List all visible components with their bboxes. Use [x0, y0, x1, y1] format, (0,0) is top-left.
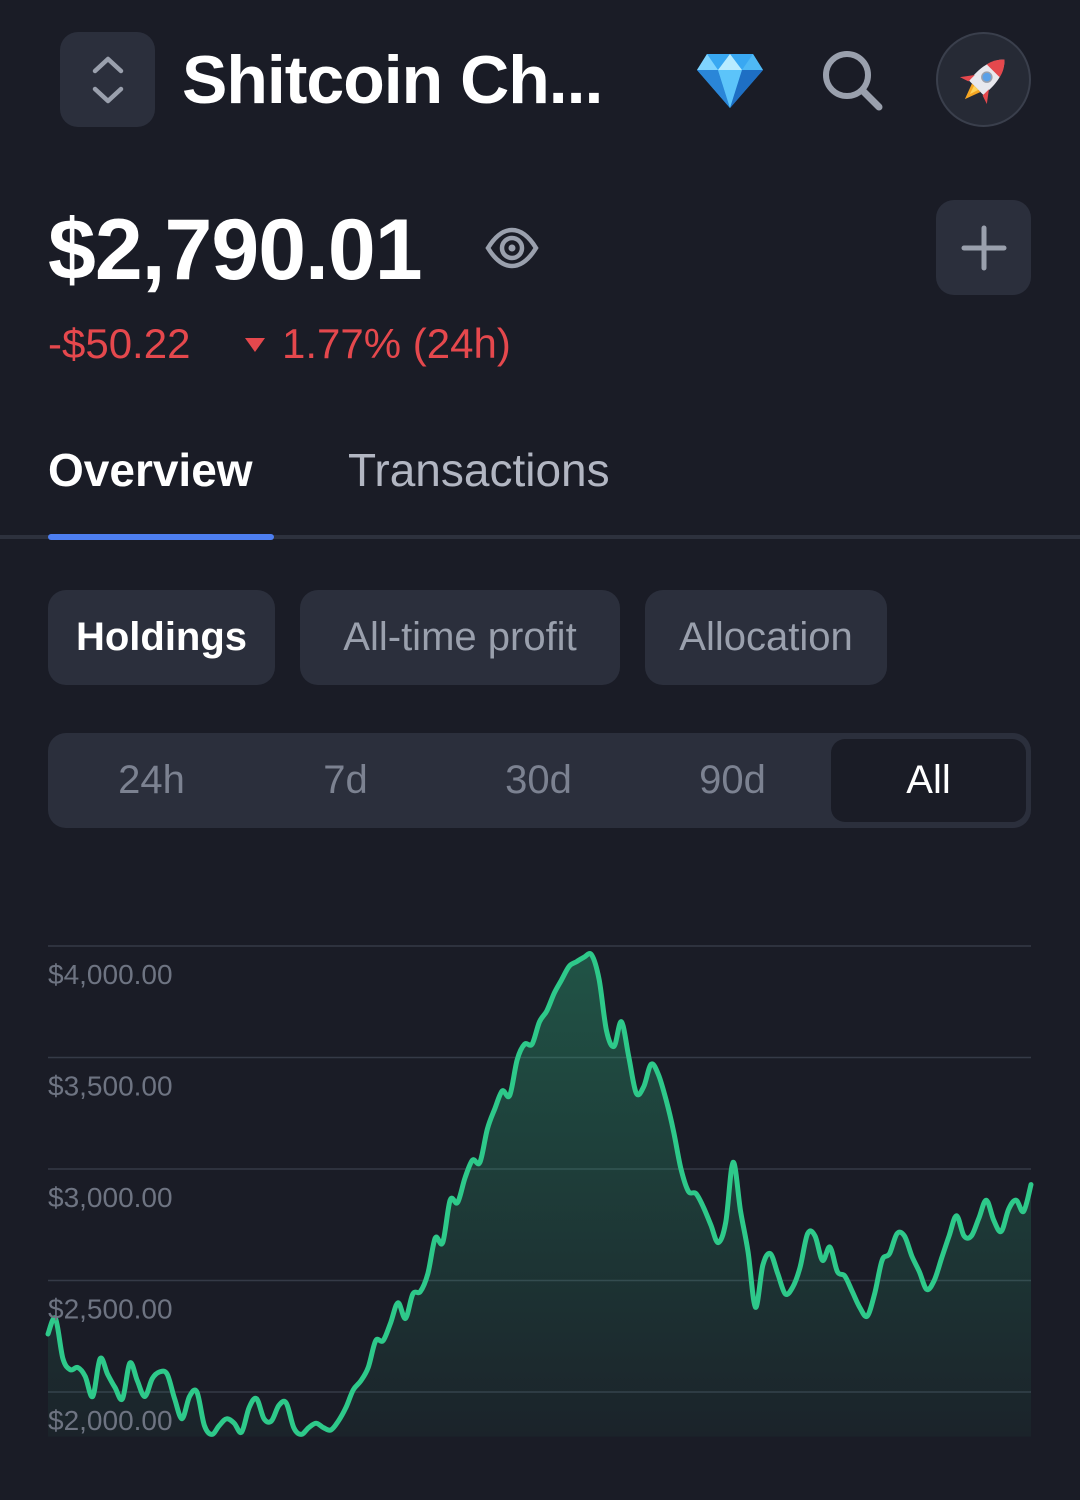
portfolio-title[interactable]: Shitcoin Ch... — [182, 42, 603, 118]
triangle-down-icon — [245, 338, 265, 352]
portfolio-balance: $2,790.01 — [48, 202, 423, 298]
tab-transactions[interactable]: Transactions — [348, 444, 610, 496]
chevron-up-down-icon — [92, 56, 123, 103]
plus-icon — [961, 225, 1006, 270]
range-24h[interactable]: 24h — [118, 758, 185, 802]
holdings-line — [45, 951, 1034, 1437]
add-transaction-button[interactable] — [936, 200, 1031, 295]
y-tick-label: $3,500.00 — [48, 1071, 173, 1102]
time-range-selector: 24h 7d 30d 90d All — [48, 733, 1031, 828]
y-tick-label: $3,000.00 — [48, 1182, 173, 1213]
holdings-area — [48, 953, 1031, 1437]
chip-allocation[interactable]: Allocation — [645, 590, 887, 685]
range-7d[interactable]: 7d — [323, 758, 368, 802]
avatar[interactable] — [936, 32, 1031, 127]
tab-active-indicator — [48, 534, 274, 540]
y-tick-label: $2,000.00 — [48, 1405, 173, 1436]
y-tick-label: $4,000.00 — [48, 959, 173, 990]
range-90d[interactable]: 90d — [699, 758, 766, 802]
diamond-icon[interactable] — [690, 45, 770, 115]
chip-all-time-profit[interactable]: All-time profit — [300, 590, 620, 685]
rocket-icon — [959, 58, 1005, 104]
portfolio-switcher-button[interactable] — [60, 32, 155, 127]
tab-overview[interactable]: Overview — [48, 444, 253, 496]
range-30d[interactable]: 30d — [505, 758, 572, 802]
holdings-chart[interactable]: $2,000.00 $2,500.00 $3,000.00 $3,500.00 $4,0… — [0, 860, 1080, 1480]
y-axis-labels: $2,000.00 $2,500.00 $3,000.00 $3,500.00 $4,0… — [48, 959, 173, 1436]
eye-icon[interactable] — [484, 220, 540, 276]
range-all[interactable]: All — [831, 739, 1026, 822]
change-amount: -$50.22 — [48, 320, 191, 367]
y-tick-label: $2,500.00 — [48, 1294, 173, 1325]
search-icon[interactable] — [812, 40, 892, 120]
tab-divider — [0, 535, 1080, 539]
chip-holdings[interactable]: Holdings — [48, 590, 275, 685]
change-percent: 1.77% (24h) — [282, 320, 511, 367]
